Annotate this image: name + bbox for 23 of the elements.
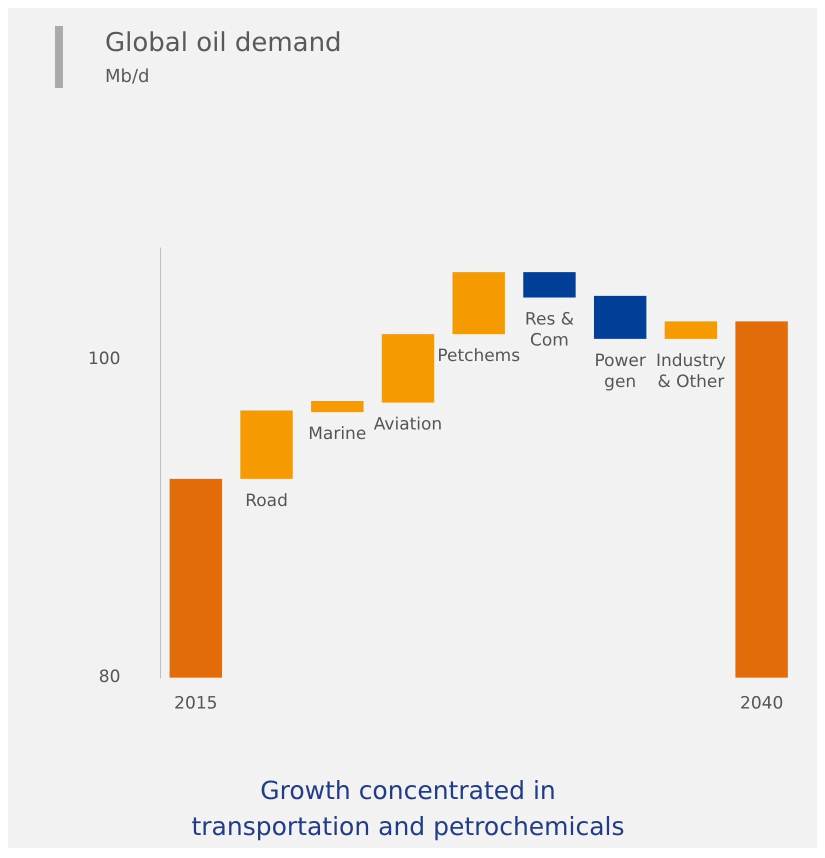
x-tick-label: Aviation <box>374 414 442 434</box>
chart-subtitle: Mb/d <box>105 66 150 87</box>
bar <box>594 296 646 339</box>
bar <box>170 478 222 678</box>
bar <box>664 321 718 339</box>
x-tick-label: Road <box>245 490 288 511</box>
x-tick-label: 2015 <box>174 694 218 714</box>
y-tick-label: 100 <box>88 349 120 369</box>
x-tick-label: Res & Com <box>524 309 574 350</box>
text: Growth concentrated in transportation and petrochemicals <box>190 775 626 843</box>
chart-title: Global oil demand <box>105 28 342 58</box>
bar <box>452 272 505 334</box>
x-tick-label: 2040 <box>740 694 784 714</box>
bar <box>382 334 434 403</box>
bar <box>523 272 576 298</box>
bar <box>311 400 364 412</box>
x-tick-label: Petchems <box>437 346 520 366</box>
x-tick-label: Marine <box>308 424 366 444</box>
y-tick-label: 80 <box>98 667 120 688</box>
bar <box>735 321 788 678</box>
x-tick-label: Industry & Other <box>656 350 726 392</box>
x-tick-label: Power gen <box>594 350 646 392</box>
bar <box>240 410 293 479</box>
